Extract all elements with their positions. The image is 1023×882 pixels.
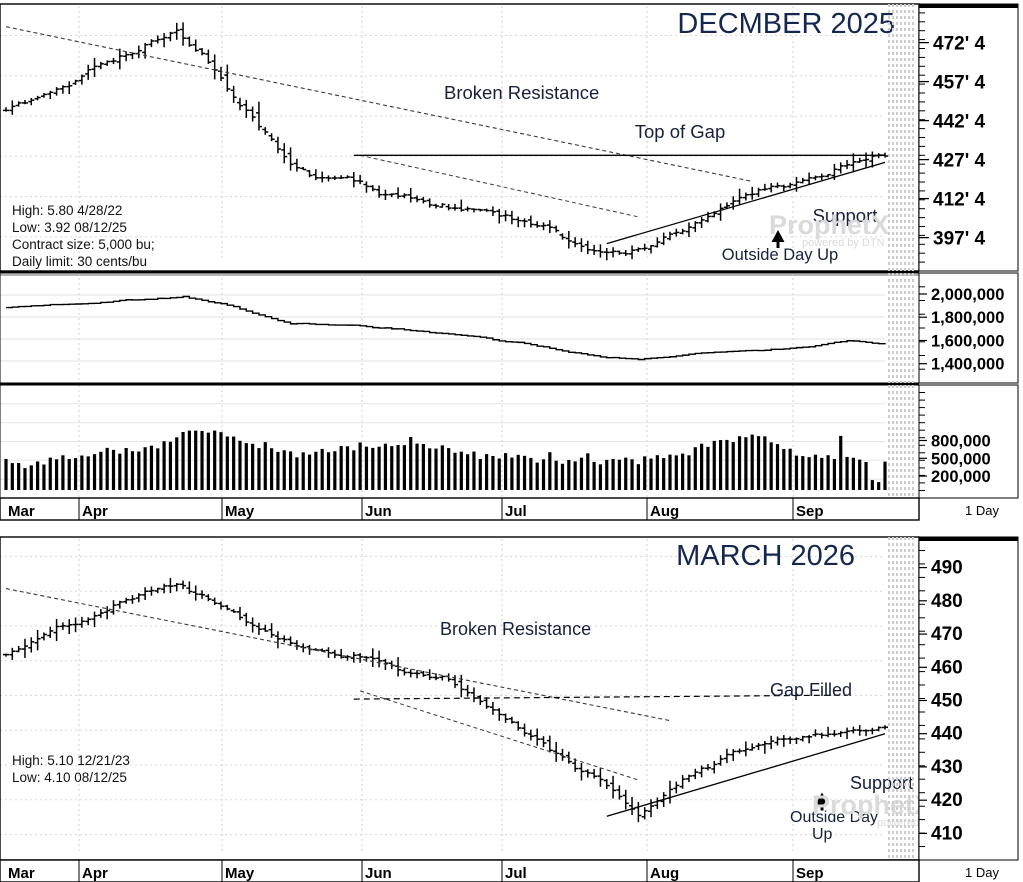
svg-text:1 Day: 1 Day	[965, 865, 999, 880]
svg-text:2,000,000: 2,000,000	[931, 286, 1004, 304]
svg-text:442' 4: 442' 4	[933, 112, 985, 133]
svg-text:480: 480	[931, 591, 963, 612]
svg-text:Apr: Apr	[82, 503, 108, 520]
svg-text:1,600,000: 1,600,000	[931, 333, 1004, 351]
svg-text:DECMBER 2025: DECMBER 2025	[677, 8, 895, 40]
svg-text:Broken Resistance: Broken Resistance	[444, 82, 599, 103]
svg-text:430: 430	[931, 757, 963, 778]
svg-text:Up: Up	[812, 826, 833, 843]
svg-text:Low: 3.92 08/12/25: Low: 3.92 08/12/25	[12, 220, 127, 235]
svg-text:Broken Resistance: Broken Resistance	[440, 619, 591, 639]
svg-text:MARCH 2026: MARCH 2026	[676, 540, 855, 572]
svg-text:Apr: Apr	[82, 865, 108, 882]
svg-text:Gap Filled: Gap Filled	[770, 680, 852, 700]
svg-text:ProphetX: ProphetX	[769, 210, 889, 240]
svg-text:Sep: Sep	[796, 503, 824, 520]
svg-text:High: 5.10 12/21/23: High: 5.10 12/21/23	[12, 753, 130, 768]
svg-text:440: 440	[931, 724, 963, 745]
svg-text:Mar: Mar	[8, 503, 35, 520]
svg-text:Sep: Sep	[796, 865, 824, 882]
svg-text:ProphetX: ProphetX	[812, 790, 932, 820]
svg-text:High: 5.80 4/28/22: High: 5.80 4/28/22	[12, 203, 122, 218]
svg-text:Contract size: 5,000 bu;: Contract size: 5,000 bu;	[12, 237, 155, 252]
svg-text:490: 490	[931, 558, 963, 579]
svg-text:460: 460	[931, 657, 963, 678]
svg-text:457' 4: 457' 4	[933, 73, 985, 94]
svg-text:Top of Gap: Top of Gap	[635, 121, 726, 142]
svg-text:500,000: 500,000	[931, 450, 991, 468]
svg-text:Daily limit: 30 cents/bu: Daily limit: 30 cents/bu	[12, 254, 147, 269]
svg-text:427' 4: 427' 4	[933, 151, 985, 172]
svg-text:420: 420	[931, 790, 963, 811]
svg-text:200,000: 200,000	[931, 468, 991, 486]
svg-text:Jun: Jun	[365, 503, 392, 520]
svg-text:Jul: Jul	[505, 865, 527, 882]
svg-text:Low: 4.10 08/12/25: Low: 4.10 08/12/25	[12, 770, 127, 785]
svg-text:450: 450	[931, 691, 963, 712]
svg-text:1 Day: 1 Day	[965, 503, 999, 518]
svg-text:472' 4: 472' 4	[933, 34, 985, 55]
svg-text:1,800,000: 1,800,000	[931, 309, 1004, 327]
svg-text:412' 4: 412' 4	[933, 190, 985, 211]
svg-text:powered by DTN: powered by DTN	[802, 237, 885, 249]
svg-text:800,000: 800,000	[931, 433, 991, 451]
svg-text:Jul: Jul	[505, 503, 527, 520]
svg-text:Mar: Mar	[8, 865, 35, 882]
svg-text:397' 4: 397' 4	[933, 229, 985, 250]
svg-text:Aug: Aug	[650, 865, 679, 882]
svg-text:Jun: Jun	[365, 865, 392, 882]
svg-text:Aug: Aug	[650, 503, 679, 520]
svg-text:410: 410	[931, 823, 963, 844]
svg-text:470: 470	[931, 624, 963, 645]
svg-text:May: May	[225, 865, 255, 882]
svg-text:May: May	[225, 503, 255, 520]
svg-text:1,400,000: 1,400,000	[931, 356, 1004, 374]
